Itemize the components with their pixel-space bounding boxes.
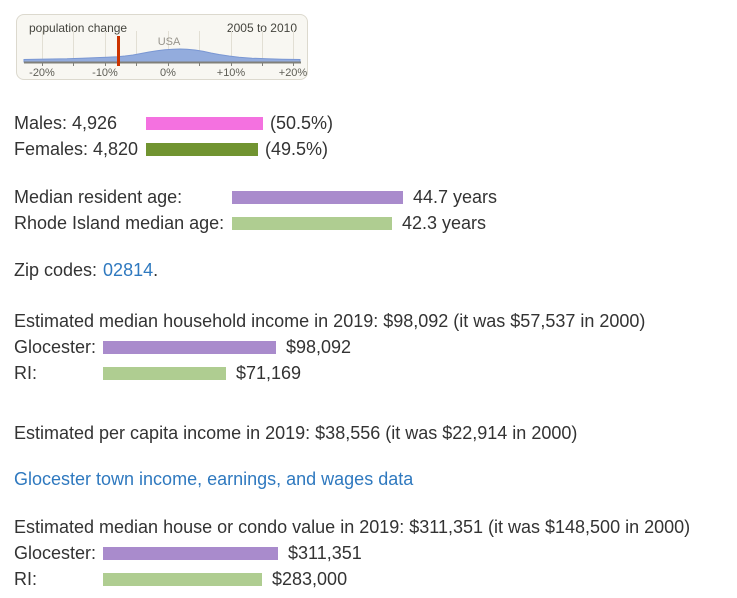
x-tick-label: -10% [92,67,118,79]
state-median-age-row: Rhode Island median age: 42.3 years [14,210,737,236]
zip-codes-period: . [153,260,159,280]
town-house-value-row: Glocester: $311,351 [14,540,737,566]
zip-code-link[interactable]: 02814 [103,257,154,283]
x-tick-label: -20% [29,67,55,79]
town-house-value-bar [103,546,278,560]
state-house-value-value: $283,000 [272,569,348,589]
household-income-section: Estimated median household income in 201… [14,308,737,386]
usa-distribution-area [23,48,301,63]
females-percent: (49.5%) [265,139,329,159]
population-change-chart: USA -20% -10% 0% +10% +20% [23,31,307,79]
state-income-label: RI: [14,363,38,383]
gender-section: Males: 4,926 (50.5%) Females: 4,820 (49.… [14,110,737,162]
x-tick-label: +20% [279,67,307,79]
males-percent: (50.5%) [270,113,334,133]
state-income-value: $71,169 [236,363,302,383]
zip-codes-row: Zip codes: 02814. [14,257,737,283]
house-value-header: Estimated median house or condo value in… [14,517,691,537]
town-median-age-label: Median resident age: [14,187,183,207]
town-position-marker [117,36,120,66]
state-median-age-label: Rhode Island median age: [14,213,225,233]
town-income-value: $98,092 [286,337,352,357]
state-house-value-label: RI: [14,569,38,589]
town-house-value-value: $311,351 [288,543,362,563]
state-median-age-value: 42.3 years [402,213,487,233]
income-earnings-wages-link[interactable]: Glocester town income, earnings, and wag… [14,466,414,492]
town-income-bar [103,340,276,354]
females-row: Females: 4,820 (49.5%) [14,136,737,162]
state-house-value-row: RI: $283,000 [14,566,737,592]
males-bar [146,116,263,130]
town-income-label: Glocester: [14,337,97,357]
town-median-age-row: Median resident age: 44.7 years [14,184,737,210]
x-axis-ticks [42,63,294,66]
x-tick-label: 0% [160,67,176,79]
x-tick-label: +10% [217,67,246,79]
population-change-widget: population change 2005 to 2010 [16,14,308,80]
state-income-bar [103,366,226,380]
town-house-value-label: Glocester: [14,543,97,563]
wages-link-row: Glocester town income, earnings, and wag… [14,466,737,492]
state-income-row: RI: $71,169 [14,360,737,386]
females-bar [146,142,258,156]
usa-series-label: USA [158,36,181,48]
females-label: Females: 4,820 [14,139,139,159]
state-median-age-bar [232,216,392,230]
town-income-row: Glocester: $98,092 [14,334,737,360]
state-house-value-bar [103,572,262,586]
zip-codes-label: Zip codes: [14,260,98,280]
males-row: Males: 4,926 (50.5%) [14,110,737,136]
town-median-age-bar [232,190,403,204]
house-value-section: Estimated median house or condo value in… [14,514,737,592]
widget-period: 2005 to 2010 [226,21,297,35]
per-capita-income-line: Estimated per capita income in 2019: $38… [14,423,578,443]
household-income-header: Estimated median household income in 201… [14,311,646,331]
widget-title: population change [29,21,128,35]
males-label: Males: 4,926 [14,113,118,133]
median-age-section: Median resident age: 44.7 years Rhode Is… [14,184,737,236]
town-median-age-value: 44.7 years [413,187,498,207]
